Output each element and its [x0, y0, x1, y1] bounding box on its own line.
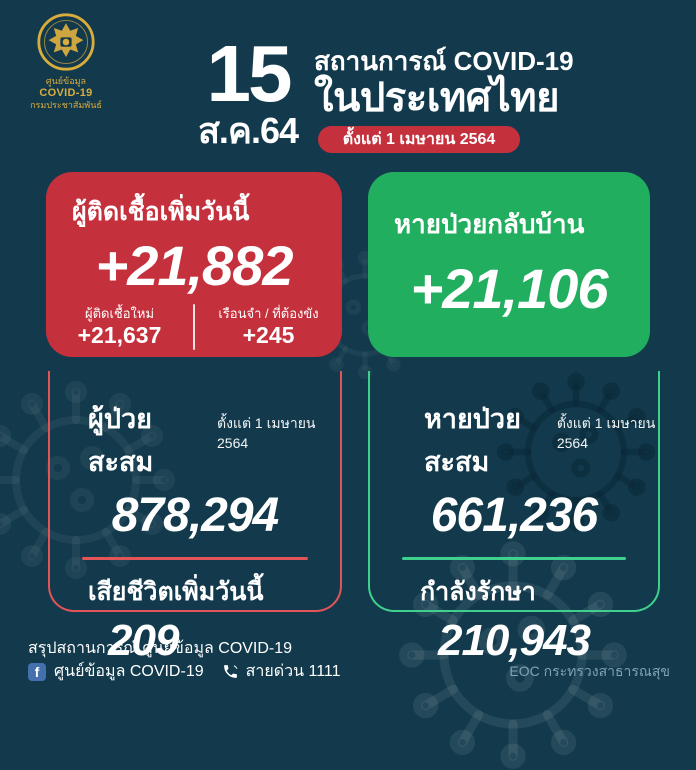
breakdown-value: +245 — [242, 322, 295, 348]
cumulative-cases-header: ผู้ป่วยสะสม ตั้งแต่ 1 เมษายน 2564 — [88, 397, 340, 483]
deaths-today-label: เสียชีวิตเพิ่มวันนี้ — [88, 577, 264, 606]
in-treatment-label: กำลังรักษา — [420, 577, 536, 606]
report-date: 15 ส.ค.64 — [188, 29, 308, 151]
breakdown-label: เรือนจำ / ที่ต้องขัง — [218, 306, 319, 321]
since-date-badge: ตั้งแต่ 1 เมษายน 2564 — [318, 126, 520, 153]
logo-text-line3: กรมประชาสัมพันธ์ — [30, 100, 102, 110]
breakdown-value: +21,637 — [77, 322, 162, 348]
cumulative-cases-title: ผู้ป่วยสะสม — [88, 404, 154, 477]
horizontal-divider — [402, 557, 626, 560]
new-cases-title: ผู้ติดเชื้อเพิ่มวันนี้ — [72, 198, 250, 226]
cumulative-recovered-value: 661,236 — [430, 489, 599, 542]
logo-text-line1: ศูนย์ข้อมูล — [45, 76, 87, 86]
new-cases-card: ผู้ติดเชื้อเพิ่มวันนี้ +21,882 ผู้ติดเชื… — [46, 172, 342, 357]
facebook-icon: f — [28, 662, 46, 681]
page-title: สถานการณ์ COVID-19 ในประเทศไทย ตั้งแต่ 1… — [314, 46, 574, 153]
report-date-month-year: ส.ค.64 — [197, 110, 299, 151]
phone-icon — [223, 665, 238, 678]
recovered-today-title: หายป่วยกลับบ้าน — [394, 209, 585, 239]
in-treatment-value: 210,943 — [437, 615, 591, 665]
footer-summary-line: สรุปสถานการณ์ ศูนย์ข้อมูล COVID-19 — [28, 640, 293, 657]
breakdown-prisons: เรือนจำ / ที่ต้องขัง +245 — [195, 306, 342, 348]
breakdown-label: ผู้ติดเชื้อใหม่ — [84, 306, 155, 321]
infographic-poster: { "colors": { "background": "#123a4c", "… — [0, 10, 670, 696]
footer-contact-row: f ศูนย์ข้อมูล COVID-19 สายด่วน 1111 — [28, 659, 341, 684]
breakdown-new-infections: ผู้ติดเชื้อใหม่ +21,637 — [46, 306, 193, 348]
facebook-page-label: ศูนย์ข้อมูล COVID-19 — [54, 663, 204, 680]
cumulative-recovered-subtitle: ตั้งแต่ 1 เมษายน 2564 — [556, 415, 656, 451]
footer-credit: EOC กระทรวงสาธารณสุข — [509, 663, 670, 679]
cumulative-recovered-card: หายป่วยสะสม ตั้งแต่ 1 เมษายน 2564 661,23… — [368, 371, 660, 665]
cumulative-cases-value: 878,294 — [111, 489, 280, 542]
new-cases-breakdown: ผู้ติดเชื้อใหม่ +21,637 เรือนจำ / ที่ต้อ… — [46, 304, 342, 350]
recovered-today-value: +21,106 — [410, 257, 609, 320]
cumulative-cases-card: ผู้ป่วยสะสม ตั้งแต่ 1 เมษายน 2564 878,29… — [48, 371, 342, 665]
vertical-divider — [193, 304, 195, 350]
agency-logo: ศูนย์ข้อมูล COVID-19 กรมประชาสัมพันธ์ — [26, 10, 106, 111]
title-line1: สถานการณ์ COVID-19 — [314, 46, 574, 76]
horizontal-divider — [82, 557, 308, 560]
cumulative-recovered-title: หายป่วยสะสม — [424, 404, 521, 477]
recovered-today-card: หายป่วยกลับบ้าน +21,106 — [368, 172, 650, 357]
report-date-day: 15 — [206, 29, 293, 118]
hotline-label: สายด่วน 1111 — [245, 663, 341, 680]
title-line2: ในประเทศไทย — [314, 76, 560, 120]
new-cases-value: +21,882 — [95, 234, 294, 297]
government-emblem-icon — [37, 13, 95, 71]
cumulative-recovered-header: หายป่วยสะสม ตั้งแต่ 1 เมษายน 2564 — [424, 397, 658, 483]
logo-text-line2: COVID-19 — [39, 87, 93, 99]
deaths-today-value: 209 — [108, 615, 179, 665]
cumulative-cases-subtitle: ตั้งแต่ 1 เมษายน 2564 — [217, 415, 316, 451]
